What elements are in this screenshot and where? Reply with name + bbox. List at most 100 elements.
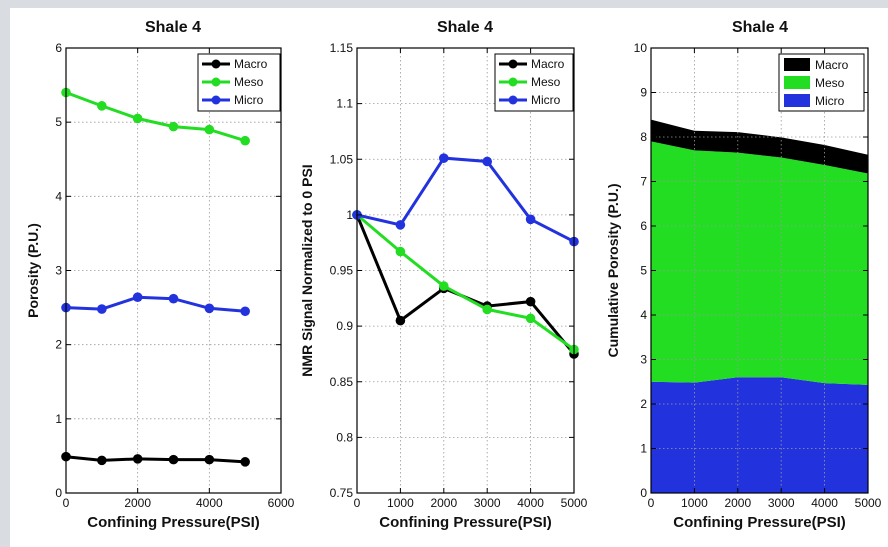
- chart-2-ytick-label: 1: [640, 442, 647, 456]
- chart-0-legend-marker-micro: [211, 95, 221, 105]
- chart-1-xtick-label: 5000: [561, 496, 588, 510]
- chart-0-point-micro: [168, 293, 179, 304]
- chart-2-xtick-label: 3000: [768, 496, 795, 510]
- chart-0-legend-label-micro: Micro: [234, 93, 264, 107]
- chart-2-xtick-label: 0: [648, 496, 655, 510]
- chart-1-ytick-label: 0.95: [330, 264, 354, 278]
- chart-1-point-macro: [395, 315, 406, 326]
- chart-2-ytick-label: 2: [640, 397, 647, 411]
- chart-2-legend-label-macro: Macro: [815, 58, 849, 72]
- chart-0-legend-label-meso: Meso: [234, 75, 264, 89]
- chart-0-legend-label-macro: Macro: [234, 57, 268, 71]
- chart-1-point-meso: [482, 304, 493, 315]
- chart-2-x-axis-label: Confining Pressure(PSI): [673, 514, 846, 531]
- chart-0-point-meso: [132, 113, 143, 124]
- chart-1-ytick-label: 0.75: [330, 486, 354, 500]
- chart-1-point-micro: [482, 156, 493, 167]
- chart-0-point-micro: [240, 306, 250, 317]
- chart-1-xtick-label: 3000: [474, 496, 501, 510]
- chart-2-legend-swatch-macro: [784, 58, 810, 71]
- chart-1-ytick-label: 1: [346, 208, 353, 222]
- chart-0-point-macro: [240, 457, 250, 467]
- chart-0-y-axis-label: Porosity (P.U.): [25, 223, 41, 318]
- chart-0-point-meso: [97, 101, 107, 111]
- figure: Shale 4 0 1 2 3 4 5 6 0 2000 4000 6000 Confining Pre…: [10, 8, 888, 547]
- chart-0-title: Shale 4: [145, 19, 201, 36]
- chart-0-point-micro: [132, 292, 143, 303]
- chart-0-line-micro: [65, 295, 246, 313]
- chart-2-ytick-label: 3: [640, 353, 647, 367]
- chart-1-xtick-label: 4000: [517, 496, 544, 510]
- chart-1-point-micro: [439, 153, 449, 163]
- chart-2-legend-swatch-meso: [784, 76, 810, 89]
- chart-1-legend-label-macro: Macro: [531, 57, 565, 71]
- chart-1-ytick-label: 1.1: [336, 97, 353, 111]
- chart-2-legend-swatch-micro: [784, 94, 810, 107]
- chart-2-title: Shale 4: [732, 19, 788, 36]
- chart-2-area-macro: [651, 119, 868, 174]
- chart-2-area-micro: [651, 377, 868, 493]
- chart-1-ytick-label: 0.8: [336, 430, 353, 444]
- chart-1-point-micro: [395, 220, 406, 230]
- chart-2-ytick-label: 10: [634, 41, 648, 55]
- chart-1-point-micro: [525, 214, 536, 225]
- chart-0-point-macro: [204, 454, 215, 465]
- chart-2-ytick-label: 5: [640, 264, 647, 278]
- chart-1-point-meso: [439, 281, 449, 291]
- chart-0-point-micro: [204, 303, 215, 314]
- chart-0-point-meso: [168, 121, 179, 132]
- chart-0-xtick-label: 2000: [124, 496, 151, 510]
- chart-0-ytick-label: 5: [55, 115, 62, 129]
- chart-1-ytick-label: 1.15: [330, 41, 354, 55]
- chart-1-point-meso: [395, 246, 406, 257]
- chart-2-legend-label-meso: Meso: [815, 76, 845, 90]
- chart-1-x-axis-label: Confining Pressure(PSI): [379, 514, 552, 531]
- chart-1-xtick-label: 2000: [430, 496, 457, 510]
- chart-2-xtick-label: 4000: [811, 496, 838, 510]
- chart-1-ytick-label: 0.85: [330, 375, 354, 389]
- chart-0-ytick-label: 0: [55, 486, 62, 500]
- chart-2-xtick-label: 1000: [681, 496, 708, 510]
- chart-0-point-meso: [204, 124, 215, 135]
- chart-0-point-meso: [240, 135, 250, 146]
- chart-2-ytick-label: 6: [640, 219, 647, 233]
- chart-1-legend-marker-macro: [508, 59, 518, 69]
- chart-0-point-micro: [97, 304, 107, 314]
- chart-2-ytick-label: 8: [640, 130, 647, 144]
- chart-2-ytick-label: 0: [640, 486, 647, 500]
- chart-0-xtick-label: 6000: [268, 496, 295, 510]
- chart-1-line-meso: [356, 213, 575, 351]
- chart-0-ytick-label: 3: [55, 264, 62, 278]
- chart-0-x-axis-label: Confining Pressure(PSI): [87, 514, 260, 531]
- chart-0-line-meso: [65, 91, 246, 143]
- chart-1-legend-marker-meso: [508, 77, 518, 87]
- chart-1-xtick-label: 1000: [387, 496, 414, 510]
- chart-0-ytick-label: 1: [55, 412, 62, 426]
- chart-0-ytick-label: 2: [55, 338, 62, 352]
- chart-2-xtick-label: 2000: [724, 496, 751, 510]
- chart-1-point-macro: [525, 296, 536, 307]
- chart-1-point-meso: [525, 313, 536, 324]
- chart-0-line-macro: [65, 455, 246, 464]
- chart-1-title: Shale 4: [437, 19, 493, 36]
- chart-1-line-micro: [356, 156, 575, 243]
- chart-1-legend-label-meso: Meso: [531, 75, 561, 89]
- chart-0-xtick-label: 0: [63, 496, 70, 510]
- chart-0-legend-marker-macro: [211, 59, 221, 69]
- chart-1-legend-label-micro: Micro: [531, 93, 561, 107]
- chart-1-ytick-label: 1.05: [330, 152, 354, 166]
- chart-0-ytick-label: 4: [55, 189, 62, 203]
- chart-2-y-axis-label: Cumulative Porosity (P.U.): [605, 183, 621, 357]
- chart-0-point-macro: [132, 454, 143, 464]
- chart-0-point-macro: [168, 454, 179, 465]
- chart-2-ytick-label: 7: [640, 175, 647, 189]
- chart-2-area-meso: [651, 141, 868, 385]
- chart-0-xtick-label: 4000: [196, 496, 223, 510]
- chart-1-legend-marker-micro: [508, 95, 518, 105]
- chart-2-xtick-label: 5000: [855, 496, 882, 510]
- chart-1-ytick-label: 0.9: [336, 319, 353, 333]
- chart-0-point-macro: [97, 455, 107, 466]
- chart-1-y-axis-label: NMR Signal Normalized to 0 PSI: [299, 164, 315, 376]
- chart-1-xtick-label: 0: [354, 496, 361, 510]
